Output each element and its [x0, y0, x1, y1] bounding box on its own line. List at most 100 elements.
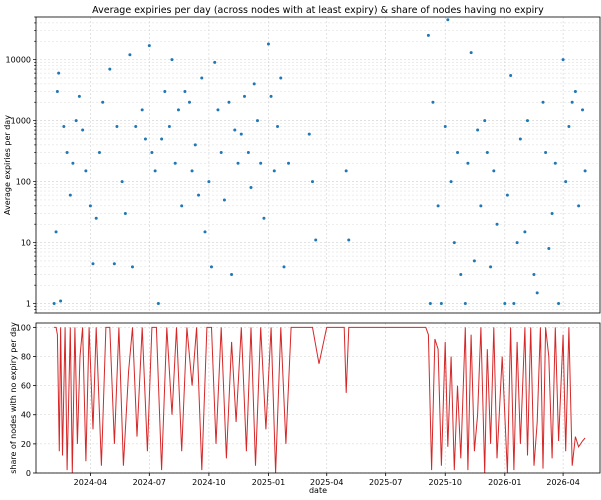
scatter-point	[246, 150, 250, 154]
scatter-point	[456, 150, 460, 154]
scatter-point	[479, 204, 483, 208]
scatter-point	[483, 119, 487, 123]
scatter-point	[227, 100, 231, 104]
scatter-point	[94, 216, 98, 220]
scatter-point	[449, 180, 453, 184]
top-gridlines	[36, 16, 600, 314]
scatter-point	[459, 272, 463, 276]
scatter-point	[71, 161, 75, 165]
scatter-point	[266, 42, 270, 46]
scatter-point	[249, 185, 253, 189]
scatter-point	[561, 58, 565, 62]
scatter-point	[134, 125, 138, 129]
scatter-point	[262, 216, 266, 220]
scatter-point	[269, 94, 273, 98]
scatter-point	[518, 137, 522, 141]
scatter-point	[428, 302, 432, 306]
scatter-point	[88, 204, 92, 208]
scatter-point	[452, 241, 456, 245]
scatter-point	[97, 150, 101, 154]
scatter-point	[140, 108, 144, 112]
scatter-point	[439, 302, 443, 306]
scatter-point	[573, 90, 577, 94]
scatter-point	[52, 302, 56, 306]
top-y-tick-label: 10000	[6, 56, 31, 65]
bottom-y-tick-label: 40	[21, 411, 31, 420]
bottom-y-ticks: 0 20 40 60 80 100	[16, 323, 36, 478]
scatter-point	[469, 51, 473, 55]
scatter-point	[547, 246, 551, 250]
scatter-point	[173, 161, 177, 165]
scatter-point	[143, 137, 147, 141]
x-tick-label: 2024-04	[74, 478, 107, 487]
scatter-point	[112, 262, 116, 266]
scatter-point	[557, 302, 561, 306]
x-tick-label: 2025-10	[429, 478, 462, 487]
x-tick-label: 2025-04	[310, 478, 343, 487]
scatter-point	[532, 272, 536, 276]
scatter-point	[153, 169, 157, 173]
scatter-point	[276, 125, 280, 129]
scatter-point	[74, 119, 78, 123]
scatter-point	[170, 58, 174, 62]
scatter-point	[577, 204, 581, 208]
x-axis-ticks: 2024-04 2024-07 2024-10 2025-01 2025-04 2025-…	[74, 473, 580, 487]
scatter-point	[57, 71, 61, 75]
scatter-point	[476, 128, 480, 132]
scatter-point	[553, 161, 557, 165]
scatter-point	[222, 198, 226, 202]
scatter-point	[55, 90, 59, 94]
bottom-y-tick-label: 60	[21, 382, 31, 391]
bottom-y-tick-label: 20	[21, 440, 31, 449]
scatter-point	[436, 204, 440, 208]
bottom-y-tick-label: 100	[16, 323, 31, 332]
scatter-point	[446, 18, 450, 22]
scatter-point	[123, 211, 127, 215]
scatter-point	[512, 302, 516, 306]
scatter-point	[193, 143, 197, 147]
scatter-point	[68, 193, 72, 197]
scatter-point	[213, 60, 217, 64]
scatter-point	[570, 100, 574, 104]
scatter-point	[187, 100, 191, 104]
scatter-point	[544, 150, 548, 154]
scatter-point	[583, 169, 587, 173]
scatter-point	[272, 169, 276, 173]
scatter-point	[431, 100, 435, 104]
bottom-y-tick-label: 80	[21, 352, 31, 361]
scatter-point	[219, 150, 223, 154]
scatter-point	[209, 265, 213, 269]
scatter-point	[503, 302, 507, 306]
x-tick-label: 2025-01	[252, 478, 285, 487]
scatter-point	[307, 132, 311, 136]
scatter-point	[147, 44, 151, 48]
x-tick-label: 2024-07	[133, 478, 166, 487]
scatter-point	[128, 53, 132, 57]
x-tick-label: 2026-01	[488, 478, 521, 487]
scatter-point	[443, 125, 447, 129]
scatter-point	[314, 238, 318, 242]
scatter-point	[156, 302, 160, 306]
scatter-point	[233, 128, 237, 132]
scatter-point	[581, 108, 585, 112]
scatter-point	[183, 90, 187, 94]
scatter-point	[535, 291, 539, 295]
scatter-point	[59, 299, 63, 303]
scatter-point	[160, 137, 164, 141]
scatter-point	[207, 180, 211, 184]
scatter-point	[115, 125, 119, 129]
scatter-point	[197, 193, 201, 197]
scatter-point	[287, 161, 291, 165]
scatter-point	[344, 169, 348, 173]
scatter-point	[236, 161, 240, 165]
scatter-point	[252, 82, 256, 86]
scatter-point	[203, 230, 207, 234]
scatter-point	[564, 180, 568, 184]
scatter-point	[472, 259, 476, 263]
scatter-point	[259, 161, 263, 165]
scatter-point	[101, 100, 105, 104]
scatter-point	[239, 132, 243, 136]
scatter-point	[255, 119, 259, 123]
scatter-point	[525, 119, 529, 123]
